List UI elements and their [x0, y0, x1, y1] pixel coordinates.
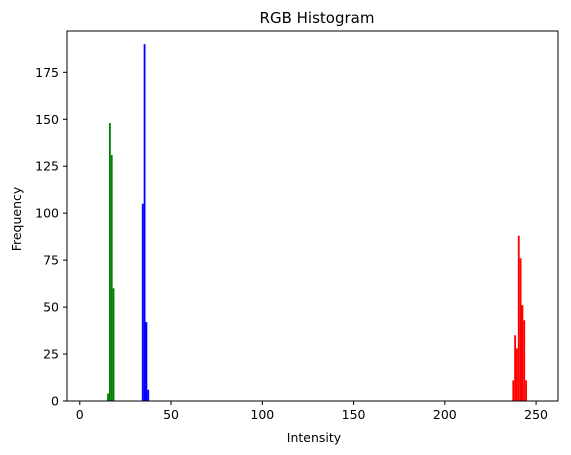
- bar-red-237: [512, 380, 515, 401]
- x-tick-label-100: 100: [250, 407, 274, 422]
- x-tick-label-50: 50: [163, 407, 179, 422]
- y-tick-label-100: 100: [35, 206, 59, 221]
- bar-red-239: [516, 348, 518, 401]
- bar-red-242: [521, 305, 524, 401]
- y-tick-label-25: 25: [43, 347, 59, 362]
- x-tick-label-250: 250: [524, 407, 548, 422]
- bar-blue-35: [143, 44, 146, 402]
- bar-red-240: [517, 235, 520, 401]
- bar-green-18: [112, 288, 115, 401]
- bar-green-15: [107, 393, 109, 401]
- bar-blue-37: [147, 389, 150, 401]
- bars-group: [107, 44, 527, 402]
- y-tick-label-125: 125: [35, 159, 59, 174]
- y-tick-label-50: 50: [43, 300, 59, 315]
- y-tick-label-0: 0: [51, 394, 59, 409]
- bar-red-241: [519, 258, 522, 401]
- y-axis-ticks: 0 25 50 75 100 125 150 175: [35, 65, 67, 409]
- bar-green-16: [108, 123, 111, 401]
- x-tick-label-200: 200: [433, 407, 457, 422]
- chart-title: RGB Histogram: [260, 9, 375, 27]
- bar-red-238: [514, 335, 517, 401]
- bar-blue-36: [145, 322, 148, 401]
- x-tick-label-150: 150: [342, 407, 366, 422]
- y-axis-label: Frequency: [9, 186, 24, 251]
- x-axis-label: Intensity: [287, 430, 342, 445]
- y-tick-label-75: 75: [43, 253, 59, 268]
- x-axis-ticks: 0 50 100 150 200 250: [76, 401, 548, 422]
- y-tick-label-175: 175: [35, 65, 59, 80]
- bar-blue-34: [141, 203, 144, 401]
- x-tick-label-0: 0: [76, 407, 84, 422]
- bar-red-243: [523, 320, 526, 401]
- bar-red-244: [525, 380, 527, 401]
- plot-frame: [66, 30, 559, 402]
- bar-green-17: [110, 154, 113, 401]
- y-tick-label-150: 150: [35, 112, 59, 127]
